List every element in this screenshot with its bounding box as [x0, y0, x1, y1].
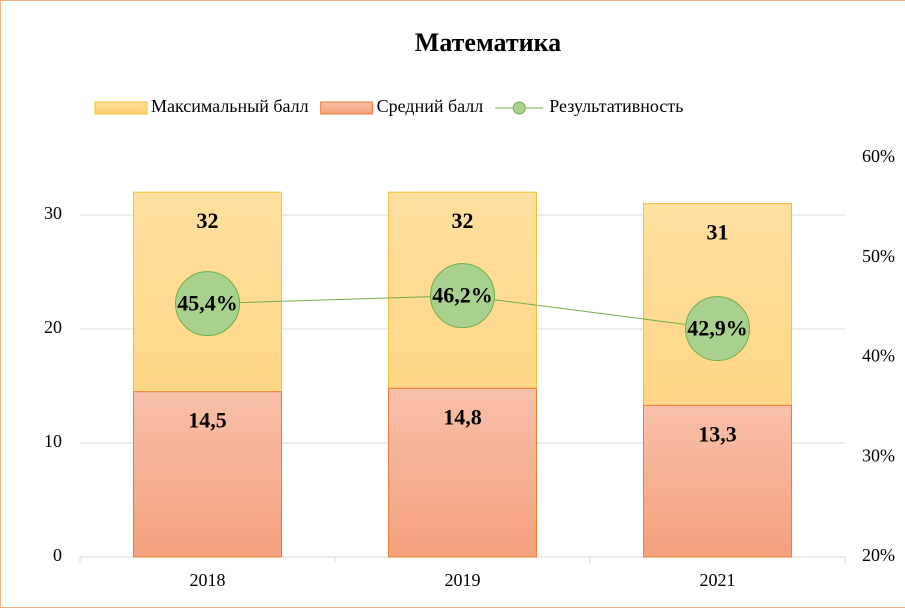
data-label: 14,5 — [188, 408, 227, 433]
y2-tick-label: 40% — [862, 346, 895, 366]
y2-tick-label: 30% — [862, 445, 895, 465]
y-tick-label: 20 — [44, 317, 62, 337]
y-tick-label: 0 — [53, 545, 62, 565]
y2-tick-label: 50% — [862, 246, 895, 266]
legend-label: Результативность — [549, 96, 683, 116]
y2-tick-label: 60% — [862, 146, 895, 166]
data-label: 46,2% — [432, 283, 493, 308]
x-tick-label: 2019 — [445, 570, 481, 590]
data-label: 32 — [452, 208, 474, 233]
data-label: 13,3 — [698, 421, 737, 446]
y-tick-label: 30 — [44, 203, 62, 223]
x-tick-label: 2021 — [700, 570, 736, 590]
data-label: 14,8 — [443, 404, 482, 429]
data-label: 32 — [197, 208, 219, 233]
data-label: 31 — [707, 220, 729, 245]
legend-label: Средний балл — [377, 96, 484, 116]
y-tick-label: 10 — [44, 431, 62, 451]
legend-swatch — [321, 102, 373, 114]
legend-swatch — [95, 102, 147, 114]
legend-label: Максимальный балл — [151, 96, 309, 116]
legend-marker — [513, 102, 525, 114]
data-label: 42,9% — [687, 316, 748, 341]
x-tick-label: 2018 — [190, 570, 226, 590]
data-label: 45,4% — [177, 291, 238, 316]
chart-title: Математика — [415, 28, 561, 57]
y2-tick-label: 20% — [862, 545, 895, 565]
